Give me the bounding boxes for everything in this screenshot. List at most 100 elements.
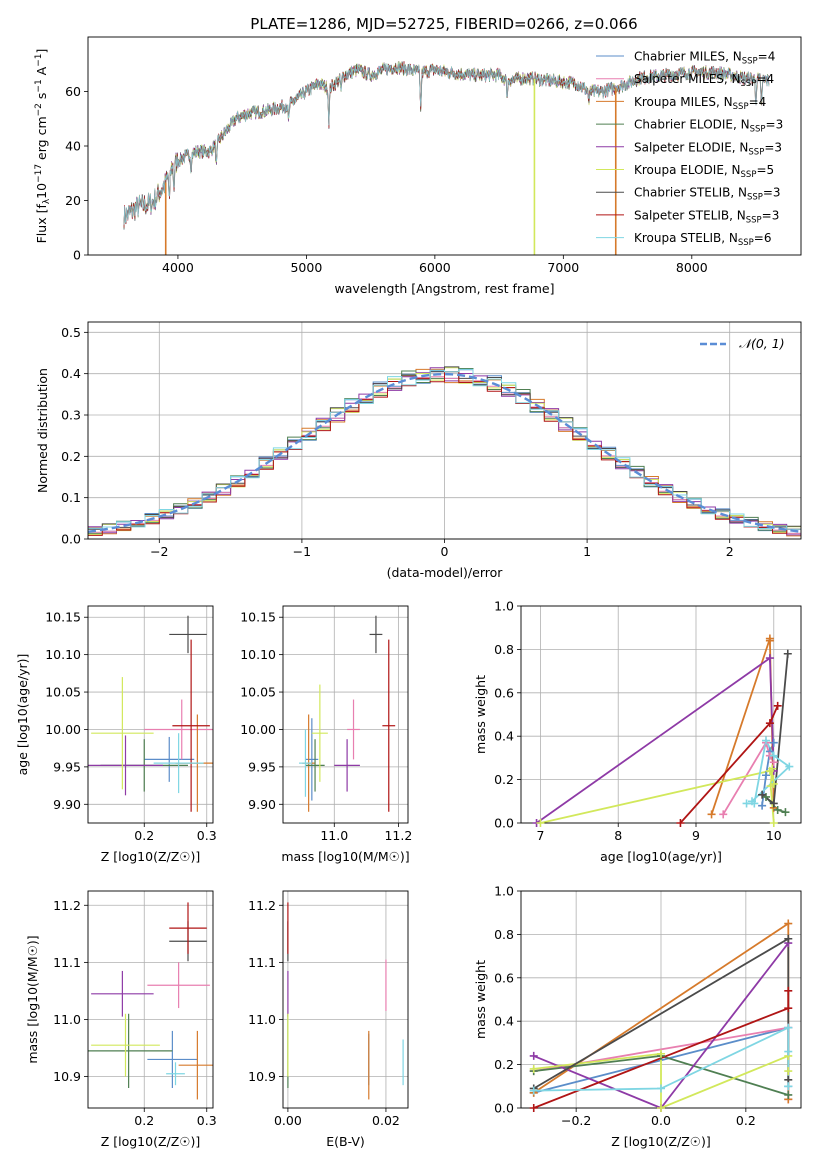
y-tick-label: 0.0 bbox=[61, 532, 81, 547]
weight-marker-kroupa_miles bbox=[784, 919, 793, 928]
weight-marker-salpeter_stelib bbox=[529, 1104, 538, 1112]
legend-label-salpeter_elodie: Salpeter ELODIE, NSSP=3 bbox=[634, 140, 782, 157]
weight-marker-kroupa_elodie bbox=[657, 1049, 665, 1058]
axes-frame bbox=[87, 36, 802, 256]
legend-label-kroupa_stelib: Kroupa STELIB, NSSP=6 bbox=[634, 231, 772, 248]
x-tick-label: 8000 bbox=[676, 260, 708, 275]
weight-marker-salpeter_elodie bbox=[529, 1051, 538, 1060]
weight-marker-chabrier_miles bbox=[758, 801, 767, 810]
legend-label-chabrier_stelib: Chabrier STELIB, NSSP=3 bbox=[634, 186, 781, 203]
weight-marker-chabrier_miles bbox=[762, 771, 770, 780]
panel-spectrum: 4000 5000 6000 7000 8000 0 20 40 60 wavelength [A… bbox=[34, 36, 802, 296]
y-tick-label: 11.2 bbox=[248, 898, 276, 913]
weight-marker-chabrier_stelib bbox=[783, 649, 792, 658]
weight-marker-kroupa_elodie bbox=[768, 764, 777, 773]
legend-label-salpeter_miles: Salpeter MILES, NSSP=4 bbox=[634, 72, 774, 89]
weight-marker-kroupa_stelib bbox=[784, 1082, 793, 1091]
x-axis-label: Z [log10(Z/Z☉)] bbox=[101, 1134, 201, 1149]
weight-marker-salpeter_miles bbox=[719, 810, 728, 819]
legend-label-kroupa_elodie: Kroupa ELODIE, NSSP=5 bbox=[634, 163, 774, 180]
plot-area bbox=[88, 615, 213, 812]
weight-marker-chabrier_elodie bbox=[773, 805, 782, 814]
x-tick-label: 4000 bbox=[162, 260, 194, 275]
x-tick-label: 0.2 bbox=[736, 1113, 756, 1128]
weight-marker-chabrier_stelib bbox=[769, 799, 778, 808]
figure-title: PLATE=1286, MJD=52725, FIBERID=0266, z=0… bbox=[250, 15, 637, 33]
plot-area bbox=[88, 366, 801, 537]
y-tick-label: 11.1 bbox=[248, 955, 276, 970]
weight-marker-salpeter_elodie bbox=[765, 654, 774, 663]
histogram-chabrier_stelib bbox=[88, 366, 801, 530]
weight-marker-kroupa_miles bbox=[707, 810, 716, 819]
x-tick-label: 11.0 bbox=[320, 828, 348, 843]
x-tick-label: 11.2 bbox=[384, 828, 412, 843]
weight-marker-kroupa_stelib bbox=[748, 797, 756, 806]
y-tick-label: 10.10 bbox=[45, 647, 81, 662]
weight-marker-salpeter_stelib bbox=[765, 719, 774, 728]
weight-marker-chabrier_miles bbox=[769, 738, 778, 747]
plot-area bbox=[299, 615, 396, 812]
y-tick-label: 11.0 bbox=[53, 1012, 81, 1027]
x-tick-label: −1 bbox=[293, 544, 311, 559]
weight-marker-salpeter_stelib bbox=[773, 701, 782, 710]
spectrum-legend: Chabrier MILES, NSSP=4 Salpeter MILES, NS… bbox=[596, 50, 783, 248]
x-tick-label: 5000 bbox=[290, 260, 322, 275]
normal-curve bbox=[88, 372, 801, 533]
y-tick-label: 0.2 bbox=[61, 449, 81, 464]
histogram-kroupa_miles bbox=[88, 368, 801, 537]
x-tick-label: 0.2 bbox=[134, 1113, 154, 1128]
x-tick-label: 0.3 bbox=[197, 828, 217, 843]
weight-marker-kroupa_stelib bbox=[769, 751, 778, 760]
y-tick-label: 9.90 bbox=[248, 797, 276, 812]
panel-age_vs_Z: 0.2 0.3 9.90 9.95 10.00 10.05 10.10 10.15 Z [log… bbox=[15, 605, 217, 864]
panel-mass_vs_ebv: 0.00 0.02 10.9 11.0 11.1 11.2 E(B-V) bbox=[248, 890, 409, 1149]
y-tick-label: 10.00 bbox=[45, 722, 81, 737]
y-tick-label: 20 bbox=[65, 193, 81, 208]
y-tick-label: 10.15 bbox=[45, 610, 81, 625]
panel-weight_vs_Z: −0.2 0.0 0.2 0.0 0.2 0.4 0.6 0.8 1.0 Z [log10(Z/Z… bbox=[473, 884, 802, 1149]
y-tick-label: 0.1 bbox=[61, 490, 81, 505]
y-tick-label: 0.8 bbox=[494, 642, 514, 657]
axes-frame bbox=[520, 605, 802, 824]
weight-marker-salpeter_stelib bbox=[676, 819, 685, 827]
y-tick-label: 10.10 bbox=[240, 647, 276, 662]
y-axis-label: mass weight bbox=[473, 675, 488, 754]
weight-marker-kroupa_elodie bbox=[536, 819, 545, 827]
weight-marker-kroupa_elodie bbox=[657, 1104, 665, 1112]
y-tick-label: 0.0 bbox=[494, 816, 514, 831]
plot-area bbox=[536, 638, 791, 823]
y-tick-label: 1.0 bbox=[494, 884, 514, 899]
weight-marker-salpeter_stelib bbox=[784, 986, 793, 995]
weight-line-salpeter_elodie bbox=[536, 656, 775, 823]
x-axis-label: wavelength [Angstrom, rest frame] bbox=[334, 281, 554, 296]
legend-label-salpeter_stelib: Salpeter STELIB, NSSP=3 bbox=[634, 208, 779, 225]
panel-age_vs_mass: 11.0 11.2 9.90 9.95 10.00 10.05 10.10 10.15 mass… bbox=[240, 605, 412, 864]
panel-mass_vs_Z: 0.2 0.3 10.9 11.0 11.1 11.2 Z [log10(Z/Z☉)] mas… bbox=[25, 890, 217, 1149]
y-axis-label: mass [log10(M/M☉)] bbox=[25, 935, 40, 1063]
x-tick-label: 0 bbox=[441, 544, 449, 559]
y-tick-label: 0.4 bbox=[61, 366, 81, 381]
y-axis-label: mass weight bbox=[473, 960, 488, 1039]
y-tick-label: 10.05 bbox=[240, 685, 276, 700]
weight-marker-chabrier_elodie bbox=[781, 808, 790, 817]
x-tick-label: −0.2 bbox=[561, 1113, 591, 1128]
y-tick-label: 60 bbox=[65, 84, 81, 99]
y-tick-label: 0.4 bbox=[494, 729, 514, 744]
x-tick-label: 10 bbox=[766, 828, 782, 843]
plot-area bbox=[88, 902, 213, 1100]
spectrum-line-kroupa_stelib bbox=[123, 62, 770, 225]
y-tick-label: 0.8 bbox=[494, 927, 514, 942]
axes-frame bbox=[282, 890, 409, 1109]
weight-marker-kroupa_elodie bbox=[784, 1067, 793, 1076]
y-axis-label: age [log10(age/yr)] bbox=[15, 654, 30, 776]
y-tick-label: 0.2 bbox=[494, 772, 514, 787]
y-tick-label: 10.9 bbox=[53, 1069, 81, 1084]
axes-frame bbox=[87, 605, 214, 824]
histogram-kroupa_stelib bbox=[88, 368, 801, 530]
weight-marker-chabrier_stelib bbox=[784, 934, 793, 943]
legend-label-chabrier_miles: Chabrier MILES, NSSP=4 bbox=[634, 50, 775, 67]
y-tick-label: 0.3 bbox=[61, 408, 81, 423]
axes-frame bbox=[87, 890, 214, 1109]
